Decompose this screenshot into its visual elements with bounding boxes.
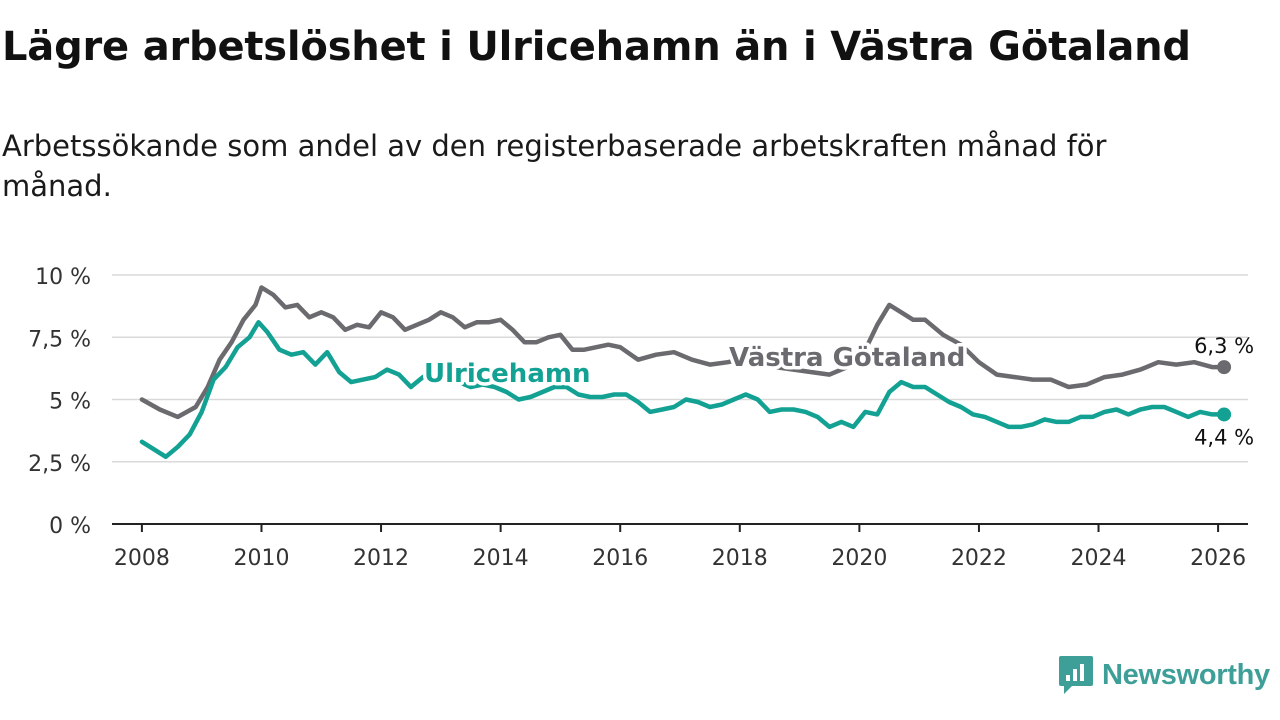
chart-title: Lägre arbetslöshet i Ulricehamn än i Väs… xyxy=(2,24,1191,70)
newsworthy-brand[interactable]: Newsworthy xyxy=(1058,654,1270,696)
x-tick-label: 2008 xyxy=(114,546,170,571)
x-tick-label: 2010 xyxy=(233,546,289,571)
x-tick-label: 2016 xyxy=(592,546,648,571)
end-value-label: 6,3 % xyxy=(1194,334,1254,358)
end-value-label: 4,4 % xyxy=(1194,425,1254,449)
x-tick-label: 2012 xyxy=(353,546,409,571)
x-tick-label: 2018 xyxy=(712,546,768,571)
x-tick-label: 2014 xyxy=(473,546,529,571)
y-axis-ticks: 0 % 2,5 % 5 % 7,5 % 10 % xyxy=(28,265,91,539)
series-labels: 6,3 % 4,4 % Ulricehamn Västra Götaland xyxy=(421,334,1255,449)
chart-subtitle: Arbetssökande som andel av den registerb… xyxy=(2,129,1107,203)
x-tick-label: 2020 xyxy=(831,546,887,571)
x-tick-label: 2022 xyxy=(951,546,1007,571)
x-axis-ticks: 2008 2010 2012 2014 2016 2018 2020 2022 2024 2026 xyxy=(114,524,1246,571)
y-tick-label: 10 % xyxy=(35,265,91,290)
y-tick-label: 2,5 % xyxy=(28,452,91,477)
series-line-västra-götaland xyxy=(139,285,1227,420)
x-tick-label: 2024 xyxy=(1071,546,1127,571)
series-name-label: Västra Götaland xyxy=(729,343,965,373)
series-name-label: Ulricehamn xyxy=(424,359,590,389)
end-point-marker xyxy=(1217,360,1232,375)
y-tick-label: 0 % xyxy=(49,514,91,539)
series-line-ulricehamn xyxy=(139,320,1227,460)
gridlines xyxy=(112,274,1248,463)
line-chart: 0 % 2,5 % 5 % 7,5 % 10 % 2008 2010 2012 2014 201… xyxy=(28,265,1255,571)
x-tick-label: 2026 xyxy=(1190,546,1246,571)
newsworthy-logo-icon xyxy=(1059,656,1093,694)
series-lines xyxy=(139,285,1232,460)
brand-name: Newsworthy xyxy=(1102,658,1270,691)
y-tick-label: 7,5 % xyxy=(28,327,91,352)
y-tick-label: 5 % xyxy=(49,390,91,415)
end-point-marker xyxy=(1217,407,1232,422)
